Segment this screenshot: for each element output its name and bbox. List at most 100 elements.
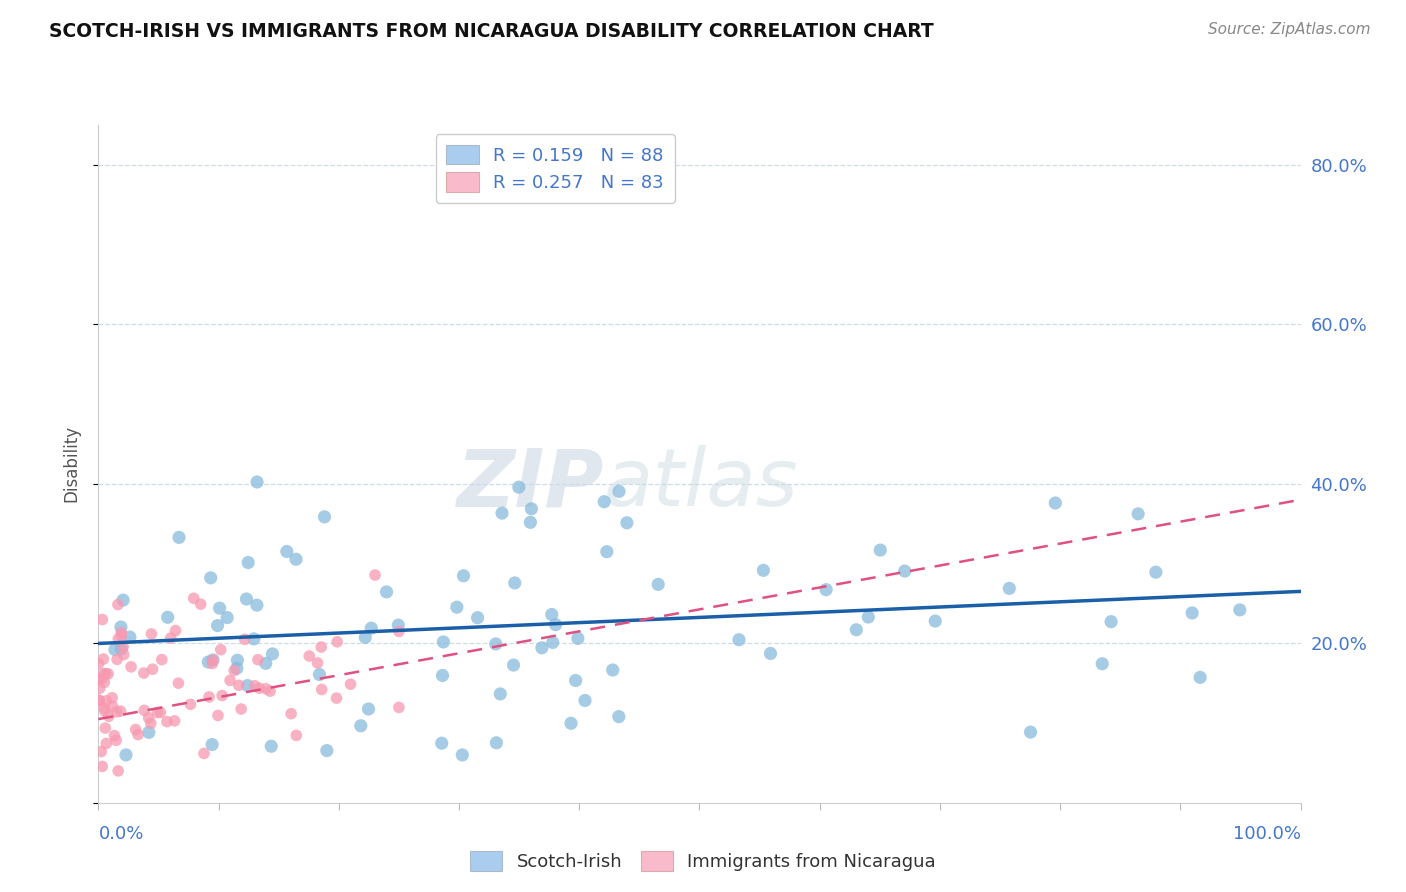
Point [1019, 725, 1042, 739]
Point [298, 648, 321, 663]
Point [759, 647, 782, 661]
Point [326, 634, 349, 648]
Point [924, 614, 946, 628]
Point [243, 679, 266, 693]
Point [276, 544, 298, 558]
Point [96, 736, 118, 750]
Point [519, 516, 541, 530]
Text: 100.0%: 100.0% [1233, 825, 1301, 843]
Point [502, 658, 524, 673]
Point [489, 687, 512, 701]
Point [574, 693, 596, 707]
Point [93, 675, 115, 690]
Point [280, 706, 302, 721]
Point [110, 629, 132, 643]
Point [87, 657, 110, 671]
Point [596, 544, 619, 558]
Point [540, 607, 562, 622]
Point [207, 618, 229, 632]
Point [451, 747, 474, 762]
Point [93, 652, 115, 666]
Text: atlas: atlas [603, 445, 799, 524]
Point [93, 666, 115, 681]
Point [146, 706, 169, 720]
Point [211, 689, 233, 703]
Point [354, 631, 377, 645]
Point [1189, 670, 1212, 684]
Point [530, 640, 553, 655]
Point [110, 704, 132, 718]
Point [388, 700, 411, 714]
Point [339, 677, 361, 691]
Point [243, 632, 266, 646]
Point [103, 729, 125, 743]
Point [815, 582, 838, 597]
Point [110, 625, 132, 640]
Point [360, 621, 382, 635]
Point [446, 600, 468, 615]
Point [236, 679, 259, 693]
Point [858, 610, 880, 624]
Point [485, 736, 508, 750]
Point [105, 652, 128, 666]
Point [225, 661, 247, 675]
Point [112, 640, 135, 654]
Text: ZIP: ZIP [456, 445, 603, 524]
Point [544, 617, 567, 632]
Point [163, 714, 186, 728]
Point [388, 624, 411, 639]
Legend: R = 0.159   N = 88, R = 0.257   N = 83: R = 0.159 N = 88, R = 0.257 N = 83 [436, 134, 675, 202]
Text: 0.0%: 0.0% [98, 825, 143, 843]
Point [91, 671, 114, 685]
Point [567, 632, 589, 646]
Point [564, 673, 586, 688]
Point [491, 506, 513, 520]
Point [432, 635, 454, 649]
Point [200, 571, 222, 585]
Point [467, 610, 489, 624]
Point [307, 656, 329, 670]
Point [520, 501, 543, 516]
Point [728, 632, 751, 647]
Point [1099, 615, 1122, 629]
Point [87, 672, 110, 686]
Point [101, 699, 124, 714]
Point [485, 637, 508, 651]
Point [309, 640, 332, 654]
Point [201, 738, 224, 752]
Point [869, 543, 891, 558]
Point [325, 691, 347, 706]
Point [1126, 507, 1149, 521]
Point [235, 592, 257, 607]
Point [311, 682, 333, 697]
Point [260, 739, 283, 754]
Text: Source: ZipAtlas.com: Source: ZipAtlas.com [1208, 22, 1371, 37]
Point [202, 653, 225, 667]
Point [246, 598, 269, 612]
Point [593, 494, 616, 508]
Point [219, 673, 242, 688]
Point [893, 564, 915, 578]
Point [112, 648, 135, 662]
Point [1045, 496, 1067, 510]
Point [201, 657, 224, 671]
Point [89, 681, 111, 696]
Point [357, 702, 380, 716]
Point [560, 716, 582, 731]
Point [193, 747, 215, 761]
Point [1144, 565, 1167, 579]
Point [285, 552, 308, 566]
Point [101, 690, 124, 705]
Point [201, 653, 224, 667]
Point [247, 681, 270, 695]
Point [156, 610, 179, 624]
Legend: Scotch-Irish, Immigrants from Nicaragua: Scotch-Irish, Immigrants from Nicaragua [463, 844, 943, 879]
Point [89, 694, 111, 708]
Point [118, 630, 141, 644]
Point [134, 703, 156, 717]
Point [105, 733, 128, 747]
Point [226, 653, 249, 667]
Point [259, 684, 281, 698]
Point [315, 743, 337, 757]
Point [231, 702, 253, 716]
